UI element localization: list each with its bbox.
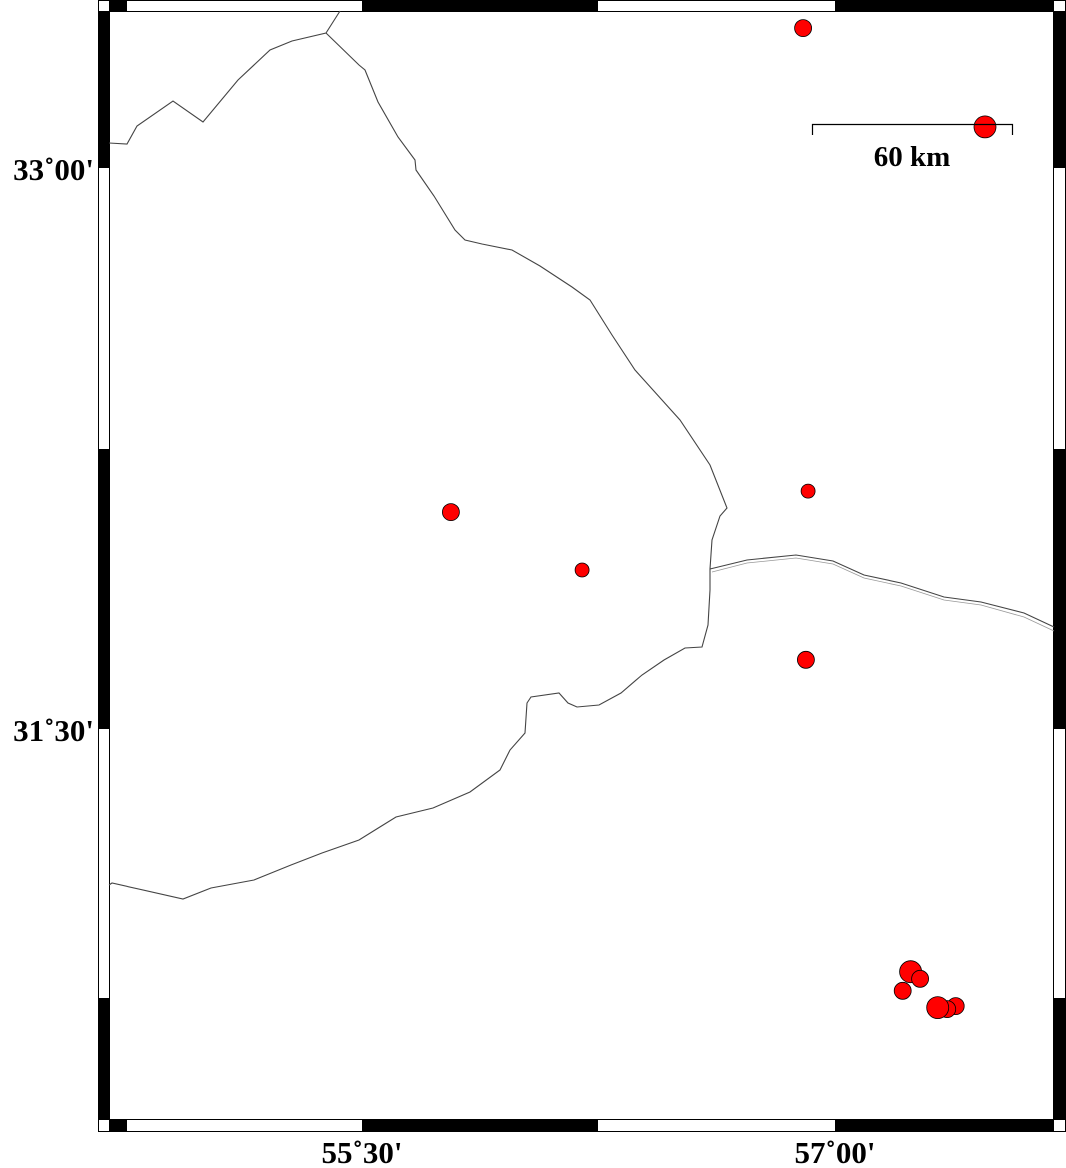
earthquake-marker bbox=[797, 650, 815, 669]
lat-label-31-30: 31˚30' bbox=[13, 713, 94, 748]
scale-bar-label: 60 km bbox=[874, 141, 951, 173]
boundary-north bbox=[108, 10, 341, 145]
earthquake-marker bbox=[911, 969, 929, 988]
boundary-east bbox=[709, 554, 1055, 628]
earthquake-marker bbox=[794, 19, 812, 38]
earthquake-marker bbox=[926, 996, 950, 1019]
earthquake-marker bbox=[800, 483, 816, 499]
earthquake-marker bbox=[973, 115, 997, 139]
lat-label-33: 33˚00' bbox=[13, 152, 94, 187]
earthquake-marker bbox=[574, 562, 590, 578]
earthquake-marker bbox=[893, 981, 912, 1000]
boundary-central bbox=[108, 32, 728, 900]
lon-label-55-30: 55˚30' bbox=[322, 1135, 403, 1168]
earthquake-events bbox=[441, 19, 997, 1019]
boundary-east-double bbox=[711, 557, 1055, 632]
lon-label-57: 57˚00' bbox=[795, 1135, 876, 1168]
province-boundaries bbox=[108, 10, 1055, 900]
scale-bar: 60 km bbox=[811, 123, 1014, 173]
earthquake-marker bbox=[441, 503, 460, 521]
